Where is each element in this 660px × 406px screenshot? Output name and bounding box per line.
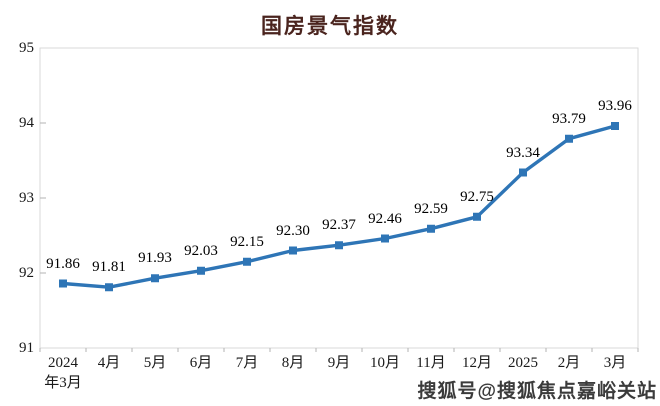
x-axis-label: 2024 年3月 <box>44 355 82 391</box>
data-point-marker <box>59 279 67 288</box>
x-axis-label: 8月 <box>281 355 305 371</box>
data-point-label: 92.75 <box>460 188 494 205</box>
x-axis-label: 2025 <box>508 355 538 371</box>
data-point-marker <box>381 234 389 243</box>
x-axis-label: 4月 <box>97 355 121 371</box>
data-point-label: 93.79 <box>552 110 586 127</box>
x-axis-label: 2月 <box>557 355 581 371</box>
data-point-marker <box>197 266 205 275</box>
x-axis-label: 6月 <box>189 355 213 371</box>
y-axis-label: 92 <box>19 265 34 281</box>
data-point-marker <box>427 224 435 233</box>
data-point-label: 92.30 <box>276 222 310 239</box>
data-point-label: 92.03 <box>184 242 218 259</box>
data-point-label: 92.46 <box>368 210 402 227</box>
x-axis-label: 11月 <box>416 355 446 371</box>
data-point-label: 93.96 <box>598 98 632 114</box>
data-point-label: 92.59 <box>414 200 448 217</box>
data-point-marker <box>105 283 113 292</box>
data-point-marker <box>335 241 343 250</box>
data-point-label: 91.81 <box>92 259 126 276</box>
data-point-marker <box>519 168 527 177</box>
data-point-label: 91.86 <box>46 255 80 272</box>
data-point-marker <box>243 257 251 266</box>
x-axis-label: 3月 <box>603 355 627 371</box>
y-axis-label: 93 <box>19 190 34 206</box>
y-axis-label: 94 <box>19 115 34 131</box>
data-point-marker <box>611 122 619 130</box>
x-axis-label: 10月 <box>369 355 400 371</box>
chart-title: 国房景气指数 <box>261 15 399 38</box>
watermark: 搜狐号@搜狐焦点嘉峪关站 <box>417 381 657 402</box>
data-point-marker <box>565 134 573 143</box>
data-point-marker <box>289 246 297 255</box>
x-axis-label: 5月 <box>143 355 167 371</box>
plot-border <box>39 47 639 349</box>
data-point-label: 91.93 <box>138 250 172 267</box>
x-axis-label: 12月 <box>461 355 492 371</box>
data-point-marker <box>151 274 159 283</box>
y-axis-label: 91 <box>19 340 34 356</box>
data-point-label: 92.37 <box>322 217 356 234</box>
data-point-marker <box>473 212 481 221</box>
data-point-label: 93.34 <box>506 144 540 161</box>
data-point-label: 92.15 <box>230 233 264 250</box>
y-axis-label: 95 <box>19 40 34 56</box>
x-axis-label: 7月 <box>235 355 259 371</box>
x-axis-label: 9月 <box>327 355 351 371</box>
